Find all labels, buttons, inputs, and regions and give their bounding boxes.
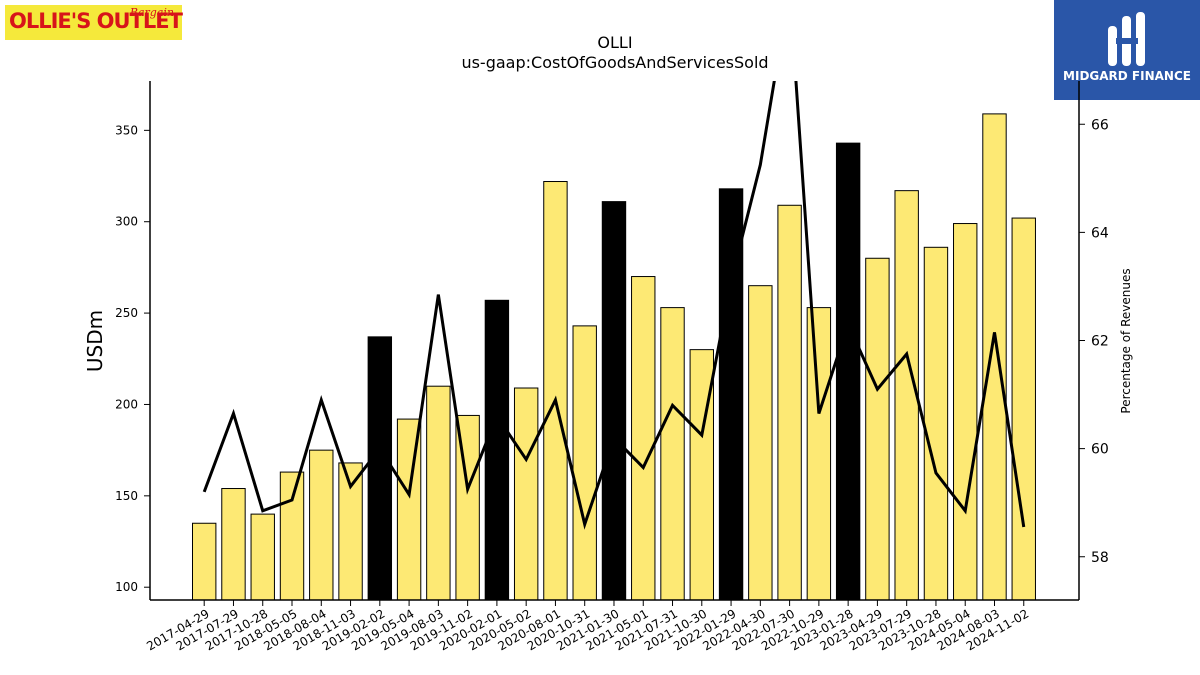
- bar-2017-07-29: [221, 488, 246, 600]
- y-tick-label: 100: [115, 580, 138, 594]
- y-tick-label: 150: [115, 489, 138, 503]
- bar-2024-08-03: [982, 113, 1007, 600]
- bar-2018-11-03: [338, 462, 363, 600]
- y2-tick-label: 66: [1091, 117, 1109, 133]
- bar-2023-04-29: [865, 257, 890, 600]
- y-tick-label: 350: [115, 123, 138, 137]
- bar-2022-10-29: [806, 307, 832, 600]
- bar-2021-05-01: [631, 276, 656, 600]
- bar-2020-05-02: [513, 387, 539, 600]
- bar-2021-07-31: [660, 307, 685, 600]
- line-series: [202, 81, 1026, 530]
- y2-axis-label: Percentage of Revenues: [1119, 268, 1133, 413]
- chart-subtitle: us-gaap:CostOfGoodsAndServicesSold: [461, 53, 768, 72]
- bar-series: [192, 113, 1036, 600]
- bar-2024-11-02: [1011, 217, 1036, 600]
- bar-2022-07-30: [777, 204, 802, 600]
- bar-2019-11-02: [455, 414, 480, 600]
- bar-2022-04-30: [748, 285, 773, 600]
- bar-2020-10-31: [572, 325, 597, 600]
- bar-2018-05-05: [279, 471, 305, 600]
- bar-2019-02-02: [367, 336, 393, 600]
- bar-2022-01-29: [718, 188, 744, 600]
- chart-title: OLLI: [597, 33, 632, 52]
- y-axis-label: USDm: [83, 310, 107, 372]
- y2-tick-label: 58: [1091, 550, 1109, 566]
- bar-2018-08-04: [309, 449, 334, 600]
- y-tick-label: 300: [115, 215, 138, 229]
- y2-tick-label: 62: [1091, 334, 1109, 350]
- logo-left-text: OLLIE'S OUTLET: [9, 9, 183, 33]
- midgard-logo-mark-icon: [1108, 12, 1145, 66]
- bar-2021-01-30: [601, 201, 627, 600]
- bar-2020-02-01: [484, 299, 510, 600]
- bar-2017-10-28: [250, 513, 275, 600]
- bar-2023-01-28: [835, 142, 861, 600]
- bar-2024-05-04: [953, 223, 978, 600]
- bar-2020-08-01: [543, 181, 568, 600]
- y2-tick-label: 60: [1091, 442, 1109, 458]
- bar-2019-08-03: [426, 385, 451, 600]
- logo-right-text: MIDGARD FINANCE: [1063, 69, 1191, 83]
- y-tick-label: 250: [115, 306, 138, 320]
- bar-2017-04-29: [192, 522, 217, 600]
- percentage-line: [202, 81, 1026, 530]
- bar-2023-10-28: [923, 246, 949, 600]
- bar-2023-07-29: [894, 190, 919, 600]
- logo-left-sub: Bargain: [129, 6, 174, 19]
- y-tick-label: 200: [115, 397, 138, 411]
- y2-tick-label: 64: [1091, 225, 1109, 241]
- ollies-bargain-outlet-logo: Bargain OLLIE'S OUTLET: [5, 5, 183, 40]
